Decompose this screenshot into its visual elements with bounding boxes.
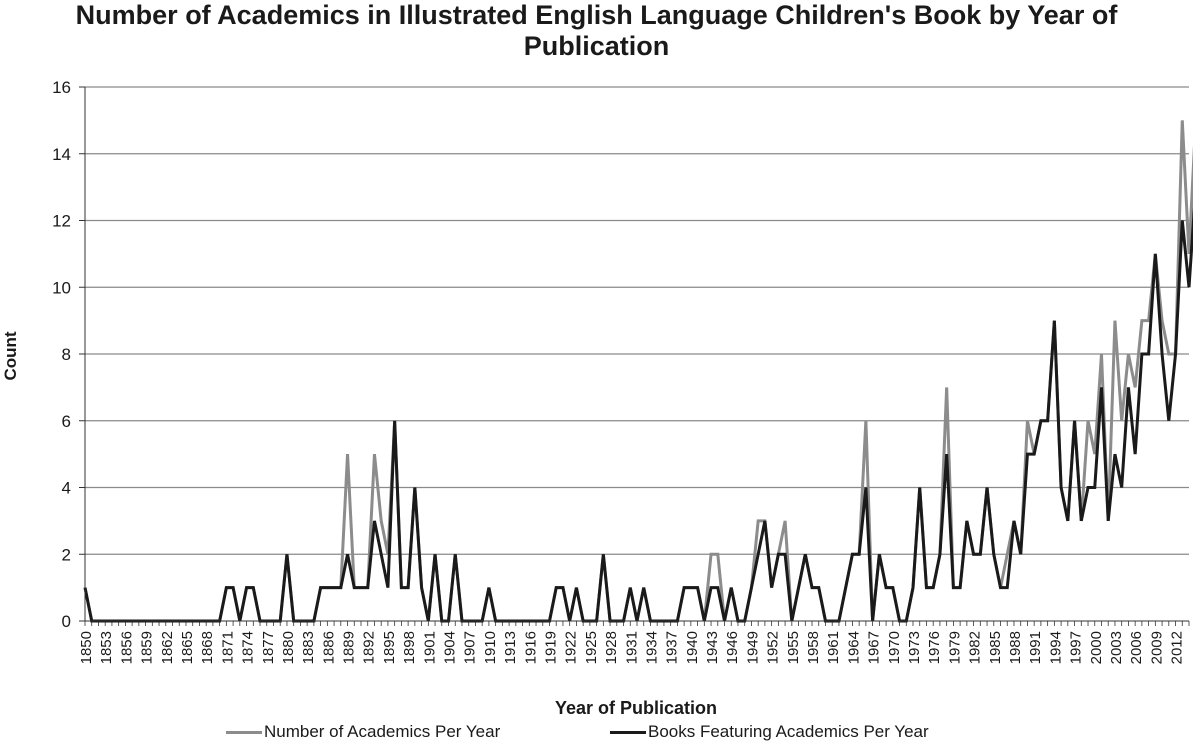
series-line-books [83,205,1193,623]
gridlines [85,86,1189,555]
x-tick-label: 1922 [563,631,580,664]
x-tick-label: 1916 [522,631,539,664]
y-tick-label: 16 [52,78,71,97]
x-tick-label: 1904 [442,631,459,664]
x-tick-label: 1982 [967,631,984,664]
legend-item-academics: Number of Academics Per Year [226,722,500,742]
x-tick-label: 1865 [179,631,196,664]
chart-title: Number of Academics in Illustrated Engli… [75,0,1118,61]
y-tick-label: 6 [62,412,71,431]
x-tick-label: 1979 [946,631,963,664]
x-tick-label: 1901 [421,631,438,664]
legend-swatch-academics [226,730,262,734]
y-tick-label: 14 [52,145,71,164]
y-tick-label: 2 [62,545,71,564]
y-axis-ticks: 0 2 4 6 8 10 12 14 16 [52,78,85,631]
x-tick-label: 1946 [724,631,741,664]
x-tick-label: 1883 [300,631,317,664]
x-tick-label: 1910 [482,631,499,664]
x-tick-label: 2006 [1128,631,1145,664]
y-tick-label: 12 [52,212,71,231]
y-tick-label: 10 [52,278,71,297]
x-tick-label: 1913 [502,631,519,664]
x-tick-label: 1961 [825,631,842,664]
x-tick-label: 1871 [219,631,236,664]
x-tick-label: 1931 [623,631,640,664]
y-tick-label: 4 [62,479,71,498]
x-tick-label: 1940 [684,631,701,664]
series-lines [83,120,1193,623]
y-axis-label: Count [1,331,20,380]
x-tick-label: 1955 [785,631,802,664]
x-tick-label: 1937 [664,631,681,664]
legend-label-academics: Number of Academics Per Year [264,722,501,741]
x-tick-label: 1892 [361,631,378,664]
x-tick-label: 1850 [78,631,95,664]
x-tick-label: 1970 [886,631,903,664]
y-tick-label: 0 [62,612,71,631]
x-tick-label: 1919 [542,631,559,664]
x-tick-label: 1964 [845,631,862,664]
series-line-academics [83,120,1193,623]
x-tick-label: 2009 [1148,631,1165,664]
x-tick-label: 1997 [1068,631,1085,664]
x-tick-label: 1958 [805,631,822,664]
x-tick-label: 1976 [926,631,943,664]
x-tick-label: 1952 [765,631,782,664]
x-axis-ticks: 1850 1853 1856 1859 1862 1865 1868 1871 1874 1877… [78,621,1190,664]
x-tick-label: 1925 [583,631,600,664]
legend-swatch-books [610,730,646,734]
x-tick-label: 1928 [603,631,620,664]
x-axis-label: Year of Publication [555,698,717,718]
x-tick-label: 1943 [704,631,721,664]
x-tick-label: 1907 [462,631,479,664]
x-tick-label: 1895 [381,631,398,664]
x-tick-label: 1991 [1027,631,1044,664]
x-tick-label: 1994 [1047,631,1064,664]
x-tick-label: 2000 [1088,631,1105,664]
x-tick-label: 1880 [280,631,297,664]
x-tick-label: 1985 [987,631,1004,664]
x-tick-label: 2003 [1108,631,1125,664]
x-tick-label: 1877 [260,631,277,664]
x-tick-label: 1889 [341,631,358,664]
x-tick-label: 1898 [401,631,418,664]
x-tick-label: 1886 [320,631,337,664]
x-tick-label: 1874 [240,631,257,664]
x-tick-label: 1868 [199,631,216,664]
x-tick-label: 1988 [1007,631,1024,664]
legend-label-books: Books Featuring Academics Per Year [648,722,929,741]
x-tick-label: 2012 [1169,631,1186,664]
x-tick-label: 1853 [98,631,115,664]
y-tick-label: 8 [62,345,71,364]
x-tick-label: 1973 [906,631,923,664]
x-tick-label: 1862 [159,631,176,664]
x-tick-label: 1934 [643,631,660,664]
x-tick-label: 1967 [866,631,883,664]
x-tick-label: 1949 [744,631,761,664]
legend-item-books: Books Featuring Academics Per Year [610,722,929,742]
x-tick-label: 1859 [139,631,156,664]
x-tick-label: 1856 [118,631,135,664]
